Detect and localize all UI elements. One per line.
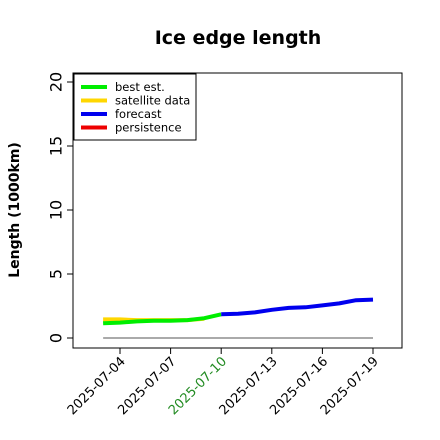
y-tick-label: 5 <box>47 269 66 279</box>
legend: best est.satellite dataforecastpersisten… <box>73 73 197 141</box>
y-axis-ticks: 0 5 10 15 20 <box>47 72 73 343</box>
y-tick-label: 10 <box>47 200 66 220</box>
x-axis-ticks: 2025-07-042025-07-072025-07-102025-07-13… <box>65 348 382 418</box>
legend-label: persistence <box>115 121 182 135</box>
legend-label: forecast <box>115 107 162 121</box>
series-line-forecast <box>221 297 374 317</box>
y-tick-label: 20 <box>47 72 66 92</box>
y-axis-label: Length (1000km) <box>7 142 23 278</box>
y-tick-label: 15 <box>47 136 66 156</box>
series-layer <box>103 297 374 326</box>
series-line-best-est <box>103 312 222 326</box>
legend-label: best est. <box>115 80 165 94</box>
legend-label: satellite data <box>115 94 190 108</box>
y-tick-label: 0 <box>47 333 66 343</box>
chart-title: Ice edge length <box>155 27 322 49</box>
